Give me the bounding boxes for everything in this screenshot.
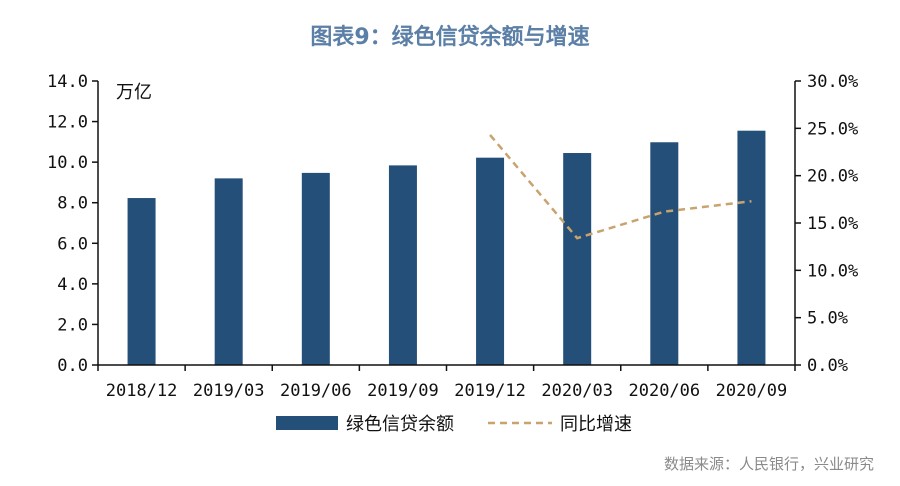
bar xyxy=(476,157,505,365)
growth-rate-line xyxy=(489,134,752,240)
bar xyxy=(563,153,592,365)
legend: 绿色信贷余额 同比增速 xyxy=(276,414,632,435)
left-tick-label: 8.0 xyxy=(57,194,88,214)
line-series xyxy=(489,134,752,240)
left-axis-ticks: 0.0 2.0 4.0 6.0 8.0 10.0 12.0 14.0 xyxy=(47,72,98,376)
right-tick-label: 25.0% xyxy=(807,119,858,139)
x-axis-labels: 2018/12 2019/03 2019/06 2019/09 2019/12 2020/… xyxy=(97,365,796,401)
x-tick-label: 2020/06 xyxy=(628,381,700,401)
left-tick-label: 2.0 xyxy=(57,315,88,335)
left-tick-label: 12.0 xyxy=(47,113,88,133)
bar xyxy=(650,142,679,365)
bar xyxy=(388,165,417,365)
x-tick-label: 2019/12 xyxy=(454,381,526,401)
chart-title: 图表9：绿色信贷余额与增速 xyxy=(310,24,589,50)
legend-bar-label: 绿色信贷余额 xyxy=(346,414,454,435)
right-tick-label: 0.0% xyxy=(807,356,848,376)
bar-series xyxy=(127,130,766,365)
bar xyxy=(127,198,156,365)
right-tick-label: 10.0% xyxy=(807,261,858,281)
x-tick-label: 2020/03 xyxy=(541,381,613,401)
left-tick-label: 6.0 xyxy=(57,234,88,254)
left-tick-label: 10.0 xyxy=(47,153,88,173)
left-tick-label: 14.0 xyxy=(47,72,88,92)
bar xyxy=(214,178,243,365)
legend-bar-swatch xyxy=(276,416,338,430)
left-axis-unit-label: 万亿 xyxy=(116,82,152,103)
right-tick-label: 15.0% xyxy=(807,214,858,234)
bar xyxy=(737,130,766,365)
x-tick-label: 2019/06 xyxy=(280,381,352,401)
source-note: 数据来源：人民银行，兴业研究 xyxy=(664,455,874,473)
x-tick-label: 2019/09 xyxy=(367,381,439,401)
right-tick-label: 5.0% xyxy=(807,309,848,329)
right-axis-ticks: 0.0% 5.0% 10.0% 15.0% 20.0% 25.0% 30.0% xyxy=(795,72,858,376)
left-tick-label: 0.0 xyxy=(57,356,88,376)
bar xyxy=(301,172,330,365)
left-tick-label: 4.0 xyxy=(57,275,88,295)
x-tick-label: 2019/03 xyxy=(193,381,265,401)
right-tick-label: 20.0% xyxy=(807,167,858,187)
x-tick-label: 2018/12 xyxy=(106,381,178,401)
right-tick-label: 30.0% xyxy=(807,72,858,92)
x-tick-label: 2020/09 xyxy=(716,381,788,401)
legend-line-label: 同比增速 xyxy=(560,414,632,435)
